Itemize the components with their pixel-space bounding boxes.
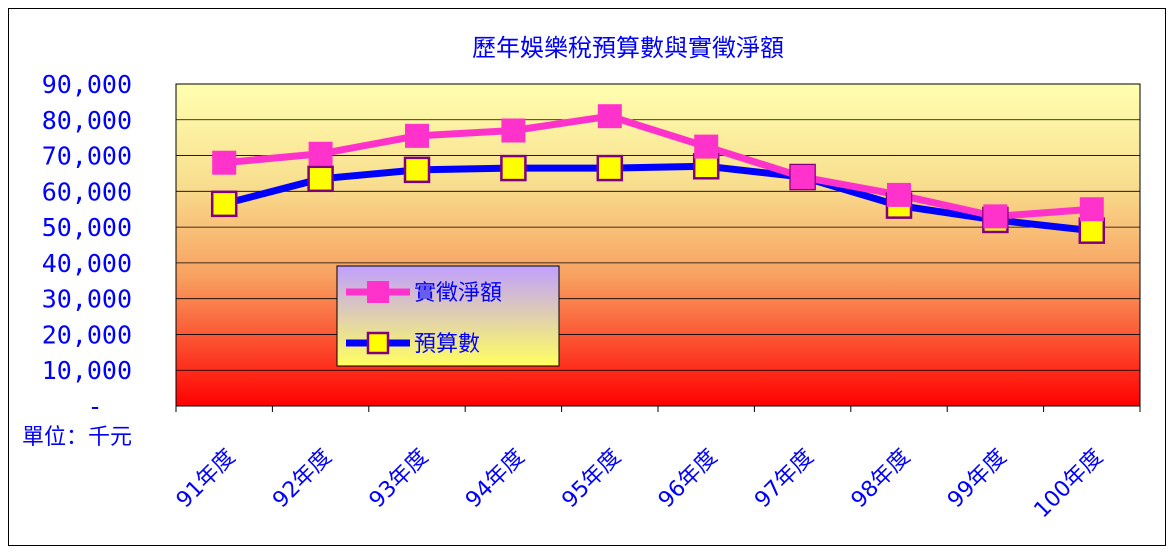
y-tick-label: 20,000 <box>42 320 132 349</box>
x-tick-label: 91年度 <box>172 445 241 514</box>
x-tick-label: 98年度 <box>847 445 916 514</box>
data-point-marker <box>1079 197 1104 222</box>
y-tick-label: 50,000 <box>42 213 132 242</box>
y-tick-label: 70,000 <box>42 142 132 171</box>
data-point-marker <box>694 134 719 159</box>
x-tick-label: 99年度 <box>943 445 1012 514</box>
data-point-marker <box>500 154 527 182</box>
x-tick-label: 95年度 <box>557 445 626 514</box>
data-point-marker <box>983 204 1008 229</box>
legend-label-budget: 預算數 <box>414 332 480 357</box>
y-tick-label: 10,000 <box>42 356 132 385</box>
data-point-marker <box>403 156 431 184</box>
y-tick-label: 30,000 <box>42 285 132 314</box>
y-axis-ticks: - 10,000 20,000 30,000 40,000 50,000 60,000 70,… <box>42 70 132 421</box>
series-layer <box>210 104 1106 244</box>
data-point-marker <box>210 190 238 218</box>
data-point-marker <box>596 154 624 182</box>
y-tick-label: 90,000 <box>42 70 132 99</box>
data-point-marker <box>1078 217 1106 244</box>
data-point-marker <box>501 118 526 143</box>
y-tick-label: 40,000 <box>42 249 132 278</box>
data-point-marker <box>597 104 622 129</box>
y-tick-label: - <box>87 392 102 421</box>
x-tick-label: 92年度 <box>268 445 337 514</box>
data-point-marker <box>887 182 911 207</box>
chart-title: 歷年娛樂稅預算數與實徵淨額 <box>472 34 784 62</box>
y-tick-label: 80,000 <box>42 106 132 135</box>
x-tick-label: 100年度 <box>1030 445 1108 523</box>
x-axis-ticks: 91年度 92年度 93年度 94年度 95年度 96年度 97年度 98年度 99年度 100年… <box>172 406 1141 523</box>
data-point-marker <box>212 150 237 175</box>
x-tick-label: 97年度 <box>750 445 819 514</box>
legend: 實徵淨額 預算數 <box>336 265 560 367</box>
x-tick-label: 96年度 <box>654 445 723 514</box>
unit-label: 單位：千元 <box>22 425 132 450</box>
data-point-marker <box>307 165 334 193</box>
x-tick-label: 94年度 <box>461 445 530 514</box>
data-point-marker <box>308 141 333 166</box>
series-line <box>223 162 1093 235</box>
data-point-marker <box>405 123 429 148</box>
series-line <box>223 112 1093 220</box>
x-tick-label: 93年度 <box>365 445 434 514</box>
data-point-marker <box>790 165 815 190</box>
legend-marker-actual <box>367 281 389 303</box>
y-tick-label: 60,000 <box>42 177 132 206</box>
legend-marker-budget <box>366 331 390 355</box>
legend-label-actual: 實徵淨額 <box>414 281 502 306</box>
